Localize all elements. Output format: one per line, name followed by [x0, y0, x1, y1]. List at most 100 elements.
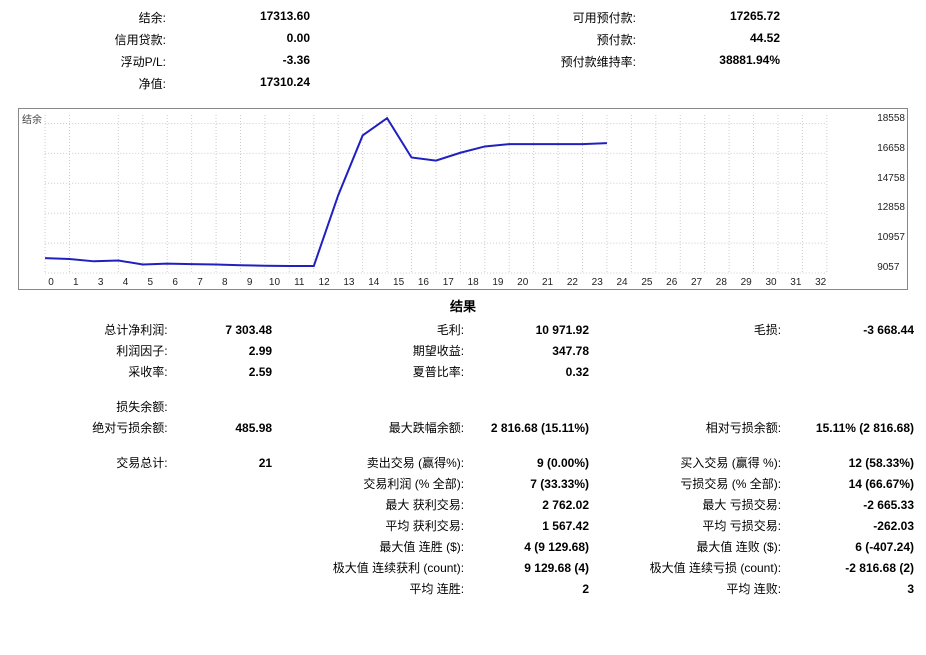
account-label: 预付款:: [490, 31, 660, 48]
x-tick: 30: [765, 277, 777, 288]
result-value: [785, 340, 918, 361]
result-label: 最大 获利交易:: [284, 494, 468, 515]
result-value: [468, 396, 601, 417]
account-label: 预付款维持率:: [490, 53, 660, 70]
chart-label: 结余: [22, 111, 42, 126]
result-value: 12 (58.33%): [785, 452, 918, 473]
result-label: 总计净利润:: [8, 319, 172, 340]
result-value: 6 (-407.24): [785, 536, 918, 557]
x-tick: 6: [169, 277, 181, 288]
result-value: [172, 473, 284, 494]
x-tick: 22: [566, 277, 578, 288]
result-label: 利润因子:: [8, 340, 172, 361]
x-tick: 19: [492, 277, 504, 288]
result-label: 交易总计:: [8, 452, 172, 473]
result-label: 买入交易 (赢得 %):: [601, 452, 785, 473]
account-value: 17310.24: [190, 75, 330, 92]
x-tick: 18: [467, 277, 479, 288]
account-value: 44.52: [660, 31, 800, 48]
result-label: 毛损:: [601, 319, 785, 340]
result-label: 毛利:: [284, 319, 468, 340]
results-title: 结果: [0, 296, 926, 315]
result-label: [8, 557, 172, 578]
result-value: [172, 494, 284, 515]
result-value: 2 762.02: [468, 494, 601, 515]
result-value: 4 (9 129.68): [468, 536, 601, 557]
x-tick: 24: [616, 277, 628, 288]
result-value: 3: [785, 578, 918, 599]
y-tick: 16658: [877, 143, 905, 154]
result-label: [8, 578, 172, 599]
result-label: 极大值 连续亏损 (count):: [601, 557, 785, 578]
y-tick: 18558: [877, 113, 905, 124]
x-tick: 25: [641, 277, 653, 288]
x-tick: 21: [542, 277, 554, 288]
x-tick: 16: [417, 277, 429, 288]
result-label: [601, 361, 785, 382]
result-value: 2 816.68 (15.11%): [468, 417, 601, 438]
result-label: [284, 396, 468, 417]
account-label: 浮动P/L:: [20, 53, 190, 70]
x-tick: 28: [715, 277, 727, 288]
result-value: 9 129.68 (4): [468, 557, 601, 578]
x-tick: 23: [591, 277, 603, 288]
result-label: 绝对亏损余额:: [8, 417, 172, 438]
result-label: 亏损交易 (% 全部):: [601, 473, 785, 494]
account-value: 17265.72: [660, 9, 800, 26]
results-table: 总计净利润:7 303.48毛利:10 971.92毛损:-3 668.44利润…: [8, 319, 918, 599]
result-label: 最大跌幅余额:: [284, 417, 468, 438]
result-label: 极大值 连续获利 (count):: [284, 557, 468, 578]
account-label: 净值:: [20, 75, 190, 92]
result-value: 7 (33.33%): [468, 473, 601, 494]
account-label: 信用贷款:: [20, 31, 190, 48]
result-value: 9 (0.00%): [468, 452, 601, 473]
y-tick: 9057: [877, 262, 905, 273]
x-tick: 27: [691, 277, 703, 288]
account-label: 可用预付款:: [490, 9, 660, 26]
account-value: 17313.60: [190, 9, 330, 26]
result-value: 0.32: [468, 361, 601, 382]
result-value: 347.78: [468, 340, 601, 361]
x-tick: 17: [442, 277, 454, 288]
result-value: 2.99: [172, 340, 284, 361]
balance-chart: 结余 18558166581475812858109579057 0134567…: [18, 108, 908, 290]
account-value: 38881.94%: [660, 53, 800, 70]
x-tick: 20: [517, 277, 529, 288]
account-label: 结余:: [20, 9, 190, 26]
result-label: 交易利润 (% 全部):: [284, 473, 468, 494]
result-label: 平均 连胜:: [284, 578, 468, 599]
result-label: 平均 获利交易:: [284, 515, 468, 536]
result-value: 2.59: [172, 361, 284, 382]
x-tick: 0: [45, 277, 57, 288]
chart-svg: [19, 109, 907, 289]
result-value: [172, 536, 284, 557]
x-tick: 15: [393, 277, 405, 288]
result-label: 夏普比率:: [284, 361, 468, 382]
x-tick: 1: [70, 277, 82, 288]
result-value: -2 665.33: [785, 494, 918, 515]
y-tick: 14758: [877, 173, 905, 184]
result-label: 期望收益:: [284, 340, 468, 361]
result-value: 485.98: [172, 417, 284, 438]
x-tick: 4: [119, 277, 131, 288]
result-value: [172, 557, 284, 578]
result-value: 21: [172, 452, 284, 473]
y-axis-labels: 18558166581475812858109579057: [877, 113, 905, 273]
x-tick: 31: [790, 277, 802, 288]
result-label: 平均 亏损交易:: [601, 515, 785, 536]
result-label: [601, 340, 785, 361]
x-tick: 7: [194, 277, 206, 288]
result-label: 最大值 连败 ($):: [601, 536, 785, 557]
x-tick: 13: [343, 277, 355, 288]
account-summary: 结余:17313.60 可用预付款:17265.72 信用贷款:0.00 预付款:44…: [0, 0, 926, 104]
result-value: 14 (66.67%): [785, 473, 918, 494]
result-value: [785, 361, 918, 382]
account-value: -3.36: [190, 53, 330, 70]
result-label: 最大 亏损交易:: [601, 494, 785, 515]
result-label: [8, 494, 172, 515]
result-label: [8, 515, 172, 536]
result-value: 15.11% (2 816.68): [785, 417, 918, 438]
result-label: 损失余额:: [8, 396, 172, 417]
account-value: 0.00: [190, 31, 330, 48]
result-value: [785, 396, 918, 417]
